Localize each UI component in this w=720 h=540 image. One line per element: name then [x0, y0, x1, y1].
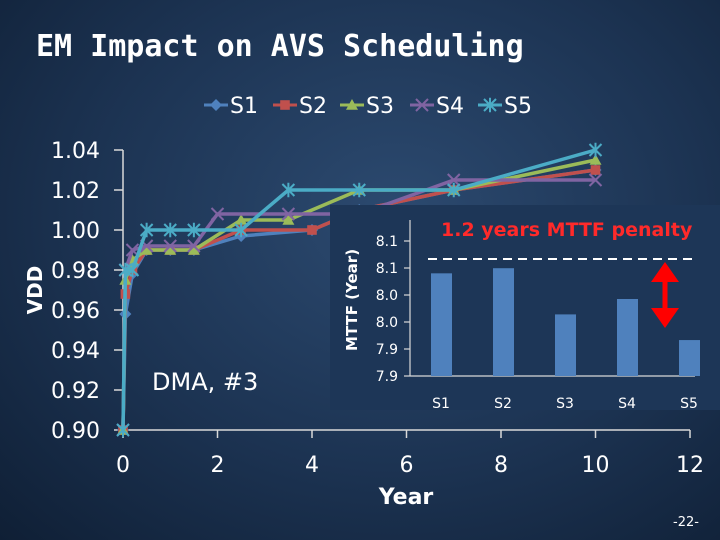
- inset-y-tick-label: 8.0: [376, 315, 398, 331]
- y-tick-label: 0.90: [51, 419, 100, 444]
- data-point-s5: [281, 182, 296, 198]
- data-point-s3: [164, 244, 177, 255]
- x-tick-label: 6: [400, 453, 414, 478]
- data-point-s3: [235, 214, 248, 225]
- legend-item-s5: S5: [478, 94, 532, 119]
- y-tick-label: 1.00: [51, 219, 100, 244]
- data-point-s3: [187, 244, 200, 255]
- inset-x-tick-label: S2: [494, 396, 512, 412]
- inset-bars: [431, 268, 700, 376]
- legend-label: S1: [230, 94, 258, 119]
- inset-bar-s4: [617, 299, 638, 376]
- legend-item-s2: S2: [273, 94, 327, 119]
- legend-marker: [210, 99, 222, 111]
- inset-bar-s5: [679, 340, 700, 376]
- legend-item-s1: S1: [204, 94, 258, 119]
- x-tick-label: 2: [211, 453, 225, 478]
- inset-y-axis-label: MTTF (Year): [343, 249, 361, 351]
- data-point-s5: [588, 142, 603, 158]
- inset-x-tick-label: S3: [556, 396, 574, 412]
- data-point-s3: [282, 214, 295, 225]
- legend-marker: [415, 98, 429, 112]
- data-point-s5: [125, 262, 140, 278]
- chart-legend: S1 S2 S3 S4 S5: [204, 94, 532, 119]
- inset-y-tick-label: 8.1: [376, 261, 398, 277]
- y-tick-label: 0.94: [51, 339, 100, 364]
- data-point-s3: [140, 244, 153, 255]
- x-tick-label: 12: [676, 453, 704, 478]
- data-point-s4: [281, 207, 296, 221]
- inset-x-tick-labels: S1 S2 S3 S4 S5: [432, 396, 698, 412]
- inset-y-tick-labels: 7.9 7.9 8.0 8.0 8.1 8.1: [376, 234, 410, 385]
- y-tick-label: 0.98: [51, 259, 100, 284]
- data-point-s4: [210, 207, 225, 221]
- legend-marker: [346, 99, 358, 110]
- data-point-s5: [139, 222, 154, 238]
- data-point-s4: [187, 239, 201, 253]
- penalty-label: 1.2 years MTTF penalty: [441, 219, 693, 241]
- inset-x-tick-label: S1: [432, 396, 450, 412]
- y-tick-label: 1.02: [51, 179, 100, 204]
- legend-item-s4: S4: [410, 94, 464, 119]
- x-tick-label: 8: [494, 453, 508, 478]
- data-point-s2: [590, 165, 601, 175]
- data-point-s3: [589, 154, 602, 165]
- legend-label: S5: [504, 94, 532, 119]
- x-axis-label: Year: [378, 485, 434, 510]
- x-tick-label: 4: [305, 453, 319, 478]
- inset-y-tick-label: 7.9: [376, 342, 398, 358]
- inset-y-tick-label: 8.0: [376, 288, 398, 304]
- data-point-s2: [307, 225, 317, 235]
- data-point-s5: [352, 182, 366, 198]
- main-chart-series: [116, 142, 603, 438]
- data-point-s5: [116, 422, 130, 438]
- data-point-s5: [447, 182, 461, 198]
- legend-marker: [483, 97, 497, 113]
- x-tick-label: 10: [582, 453, 610, 478]
- page-title: EM Impact on AVS Scheduling: [36, 29, 524, 64]
- data-point-s4: [447, 173, 461, 187]
- data-point-s4: [588, 173, 603, 187]
- data-point-s5: [187, 222, 201, 238]
- y-axis-label: VDD: [23, 266, 47, 315]
- legend-marker: [280, 100, 290, 110]
- legend-item-s3: S3: [340, 94, 394, 119]
- page-number: -22-: [673, 515, 699, 530]
- inset-y-tick-label: 7.9: [376, 369, 398, 385]
- inset-x-tick-label: S4: [618, 396, 636, 412]
- y-tick-label: 0.96: [51, 299, 100, 324]
- penalty-double-arrow: [651, 262, 679, 328]
- inset-bar-s2: [493, 268, 514, 376]
- legend-label: S4: [436, 94, 464, 119]
- data-point-s5: [234, 222, 248, 238]
- y-tick-label: 0.92: [51, 379, 100, 404]
- x-tick-labels: 0 2 4 6 8 10 12: [116, 430, 704, 478]
- inset-bar-s1: [431, 273, 452, 376]
- data-point-s4: [163, 239, 177, 253]
- y-tick-labels: 0.90 0.92 0.94 0.96 0.98 1.00 1.02 1.04: [51, 139, 123, 444]
- data-point-s5: [163, 222, 177, 238]
- inset-bar-s3: [555, 314, 576, 376]
- legend-label: S3: [366, 94, 394, 119]
- inset-y-tick-label: 8.1: [376, 234, 398, 250]
- dma-annotation: DMA, #3: [152, 368, 258, 396]
- legend-label: S2: [299, 94, 327, 119]
- inset-bar-chart: [409, 220, 695, 377]
- x-tick-label: 0: [116, 453, 130, 478]
- series-s5: [116, 142, 603, 438]
- inset-x-tick-label: S5: [680, 396, 698, 412]
- y-tick-label: 1.04: [51, 139, 100, 164]
